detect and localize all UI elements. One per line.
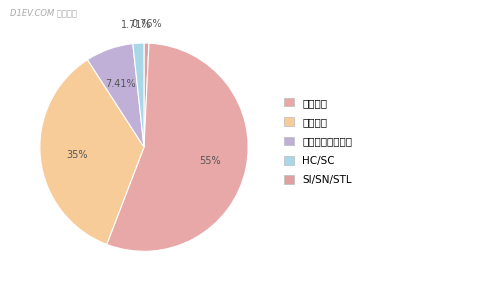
Wedge shape: [144, 43, 149, 147]
Wedge shape: [40, 60, 144, 245]
Wedge shape: [87, 44, 144, 147]
Wedge shape: [107, 43, 248, 251]
Wedge shape: [133, 43, 144, 147]
Text: D1EV.COM 第一电动: D1EV.COM 第一电动: [10, 8, 76, 18]
Legend: 天然石墨, 人造石墨, 中间相碳和钛酸锂, HC/SC, SI/SN/STL: 天然石墨, 人造石墨, 中间相碳和钛酸锂, HC/SC, SI/SN/STL: [284, 98, 352, 185]
Text: 55%: 55%: [200, 156, 221, 166]
Text: 7.41%: 7.41%: [106, 78, 136, 89]
Text: 1.71%: 1.71%: [121, 20, 152, 29]
Text: 0.76%: 0.76%: [132, 19, 162, 29]
Text: 35%: 35%: [66, 149, 87, 160]
